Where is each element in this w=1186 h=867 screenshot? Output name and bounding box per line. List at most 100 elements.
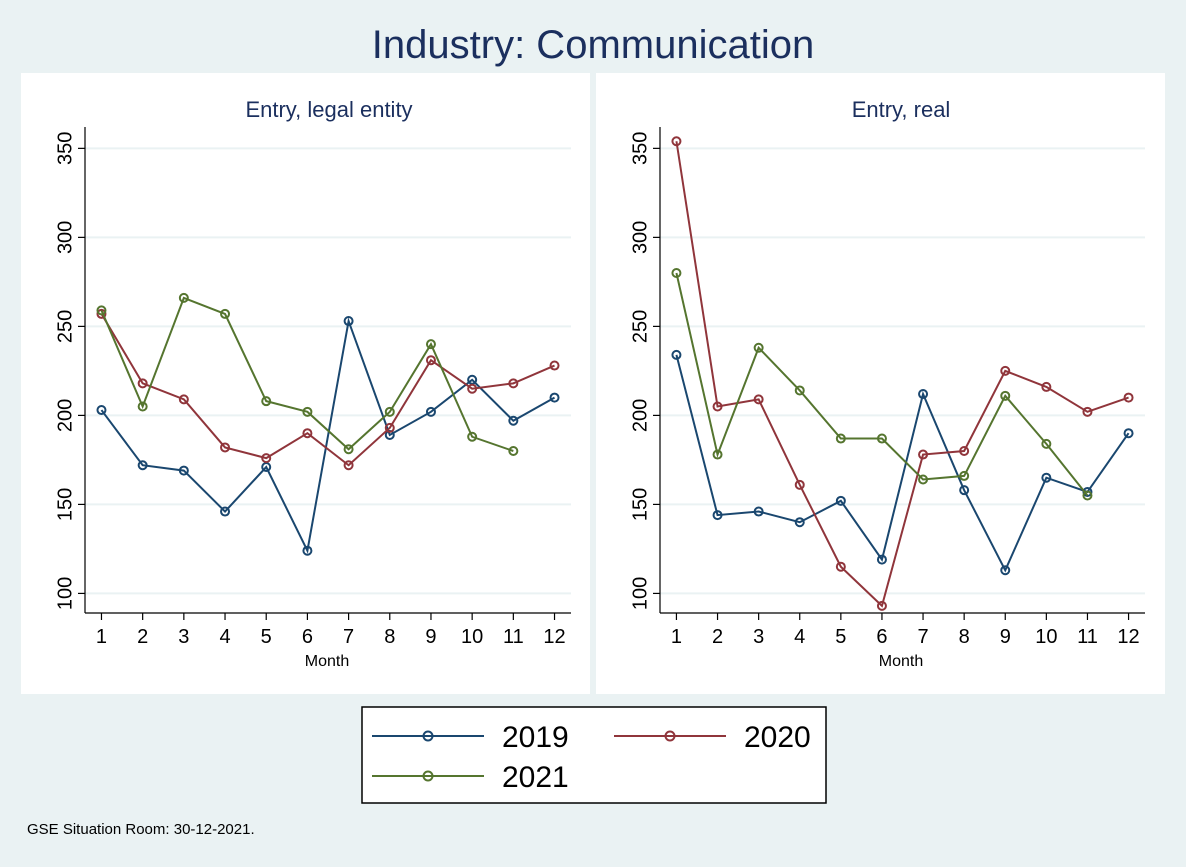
left-point-2020-m6 xyxy=(302,428,313,439)
right-point-2021-m10 xyxy=(1041,438,1052,449)
left-point-2020-m11 xyxy=(508,378,519,389)
left-point-2021-m7 xyxy=(343,444,354,455)
left-point-2021-m8 xyxy=(384,406,395,417)
panel-right-title: Entry, real xyxy=(852,97,951,122)
left-ytick-label-200: 200 xyxy=(54,399,76,432)
right-point-2019-m9 xyxy=(1000,565,1011,576)
left-xtick-label-3: 3 xyxy=(178,626,189,648)
right-point-2020-m12 xyxy=(1123,392,1134,403)
right-point-2019-m3 xyxy=(753,506,764,517)
left-ytick-label-150: 150 xyxy=(54,488,76,521)
left-point-2019-m6 xyxy=(302,545,313,556)
legend-box xyxy=(361,706,827,804)
right-point-2019-m10 xyxy=(1041,472,1052,483)
left-point-2019-m5 xyxy=(261,462,272,473)
left-point-2021-m11 xyxy=(508,446,519,456)
left-xtick-label-6: 6 xyxy=(302,626,313,648)
left-xtick-label-10: 10 xyxy=(461,626,483,648)
left-point-2019-m3 xyxy=(178,465,189,476)
left-point-2020-m4 xyxy=(220,442,231,453)
right-point-2021-m2 xyxy=(712,449,723,460)
left-series-line-2019 xyxy=(100,317,556,554)
right-xtick-label-2: 2 xyxy=(712,626,723,648)
right-ytick-label-350: 350 xyxy=(629,132,651,165)
right-point-2020-m10 xyxy=(1041,381,1052,392)
right-point-2020-m11 xyxy=(1082,406,1093,417)
right-xtick-label-11: 11 xyxy=(1077,626,1098,648)
left-xtick-label-2: 2 xyxy=(137,626,148,648)
right-ytick-label-300: 300 xyxy=(629,221,651,254)
legend-marker-2021 xyxy=(422,770,434,782)
right-ytick-label-100: 100 xyxy=(629,577,651,610)
left-point-2020-m10 xyxy=(467,383,478,394)
right-xtick-label-9: 9 xyxy=(1000,626,1011,648)
right-point-2020-m2 xyxy=(712,401,723,412)
left-point-2019-m1 xyxy=(96,405,107,416)
left-point-2019-m11 xyxy=(508,415,519,426)
legend-label-2019: 2019 xyxy=(502,721,569,754)
right-xtick-label-8: 8 xyxy=(959,626,970,648)
left-point-2021-m2 xyxy=(137,401,148,412)
left-ytick-label-300: 300 xyxy=(54,221,76,254)
right-point-2019-m8 xyxy=(959,485,970,496)
right-xtick-label-7: 7 xyxy=(917,626,928,648)
figure-title: Industry: Communication xyxy=(372,23,814,67)
left-series-line-2020 xyxy=(100,313,555,467)
left-point-2021-m1 xyxy=(96,305,107,316)
right-point-2021-m3 xyxy=(753,342,764,353)
right-point-2020-m7 xyxy=(918,449,929,460)
right-xtick-label-4: 4 xyxy=(794,626,805,648)
panel-left-background xyxy=(21,73,590,694)
left-point-2019-m4 xyxy=(220,506,231,517)
left-point-2021-m3 xyxy=(178,292,189,303)
left-xtick-label-5: 5 xyxy=(261,626,272,648)
left-ytick-label-350: 350 xyxy=(54,132,76,165)
right-series-line-2021 xyxy=(675,272,1089,497)
left-ytick-label-100: 100 xyxy=(54,577,76,610)
right-point-2021-m6 xyxy=(876,433,887,444)
legend-marker-2020 xyxy=(664,730,676,742)
right-point-2019-m6 xyxy=(876,554,887,565)
right-point-2019-m4 xyxy=(794,517,805,528)
right-ytick-label-150: 150 xyxy=(629,488,651,521)
right-point-2020-m3 xyxy=(753,394,764,405)
panel-right-background xyxy=(596,73,1165,694)
left-xtick-label-8: 8 xyxy=(384,626,395,648)
left-point-2020-m1 xyxy=(96,308,107,319)
left-point-2020-m5 xyxy=(261,453,272,464)
right-xtick-label-5: 5 xyxy=(835,626,846,648)
right-xtick-label-3: 3 xyxy=(753,626,764,648)
legend-label-2021: 2021 xyxy=(502,761,569,794)
left-point-2019-m10 xyxy=(467,374,478,385)
left-point-2020-m7 xyxy=(343,460,354,471)
left-point-2021-m9 xyxy=(425,339,436,350)
right-point-2021-m8 xyxy=(959,470,970,481)
left-xtick-label-4: 4 xyxy=(219,626,230,648)
legend-marker-2019 xyxy=(422,730,434,742)
right-xtick-label-1: 1 xyxy=(671,626,682,648)
right-point-2021-m9 xyxy=(1000,390,1011,401)
right-point-2020-m5 xyxy=(835,561,846,572)
legend-label-2020: 2020 xyxy=(744,721,811,754)
right-ytick-label-250: 250 xyxy=(629,310,651,343)
right-point-2020-m1 xyxy=(671,136,682,147)
left-xtick-label-7: 7 xyxy=(343,626,354,648)
left-ytick-label-250: 250 xyxy=(54,310,76,343)
left-point-2021-m4 xyxy=(220,308,231,319)
right-point-2020-m4 xyxy=(794,479,805,490)
right-point-2020-m9 xyxy=(1000,365,1011,376)
right-point-2021-m11 xyxy=(1082,490,1093,501)
left-point-2019-m2 xyxy=(137,460,148,471)
right-xtick-label-12: 12 xyxy=(1117,626,1139,648)
left-point-2021-m5 xyxy=(261,396,272,407)
right-point-2019-m2 xyxy=(712,510,723,521)
left-point-2021-m6 xyxy=(302,406,313,417)
right-xtick-label-6: 6 xyxy=(876,626,887,648)
right-point-2021-m1 xyxy=(671,267,682,278)
right-point-2021-m7 xyxy=(918,474,929,485)
left-xtick-label-12: 12 xyxy=(543,626,565,648)
right-series-line-2020 xyxy=(675,141,1129,608)
